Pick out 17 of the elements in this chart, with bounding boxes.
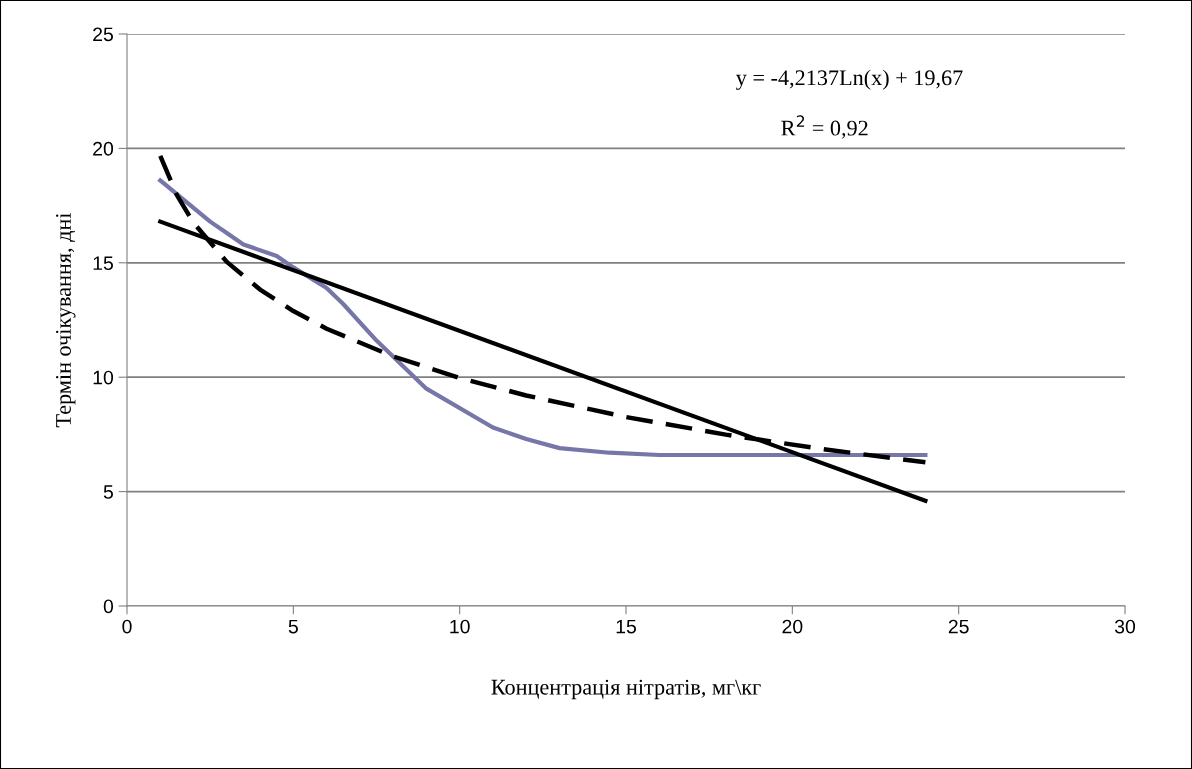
annotation: y = -4,2137Ln(x) + 19,67	[736, 69, 963, 90]
y-tick-label: 15	[93, 256, 113, 271]
x-tick-label: 0	[122, 619, 132, 634]
y-tick-label: 10	[93, 370, 114, 385]
x-tick-label: 10	[450, 619, 470, 634]
y-axis-title: Термін очікування, дні	[56, 212, 76, 428]
y-tick-label: 20	[93, 141, 114, 156]
x-tick-label: 5	[288, 619, 298, 634]
x-tick-label: 20	[782, 619, 803, 634]
x-tick-label: 15	[616, 619, 636, 634]
x-axis-title: Концентрація нітратів, мг\кг	[491, 679, 761, 700]
annotation: R$^{2}$ = 0,92	[781, 115, 868, 139]
y-tick-label: 5	[103, 485, 113, 499]
y-tick-label: 0	[103, 599, 114, 614]
x-tick-label: 30	[1114, 619, 1136, 634]
y-tick-label: 25	[93, 27, 113, 42]
x-tick-label: 25	[948, 619, 969, 634]
